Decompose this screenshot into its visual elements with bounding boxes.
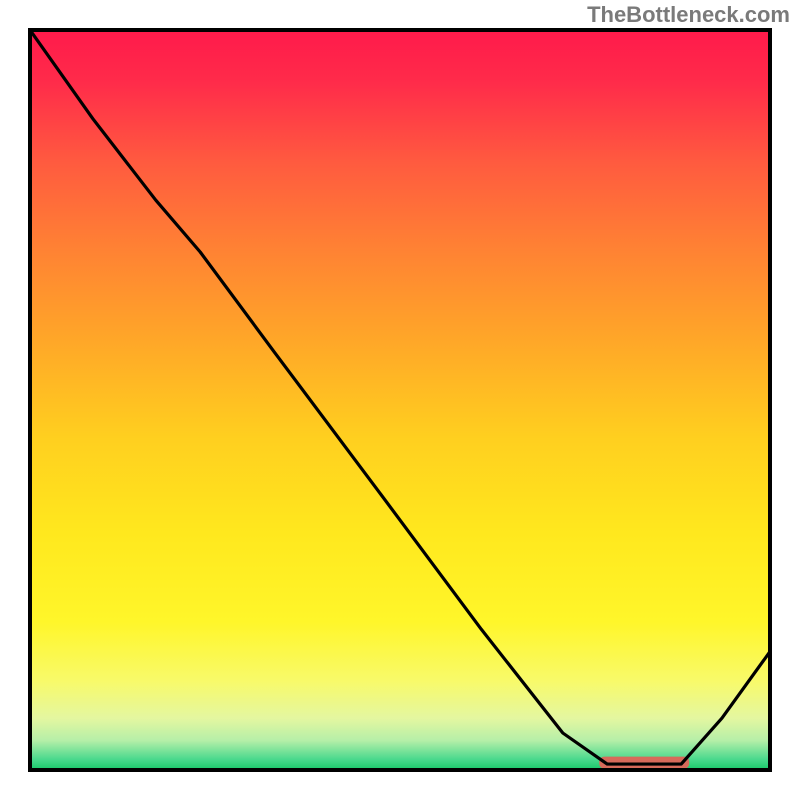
- bottleneck-chart: TheBottleneck.com: [0, 0, 800, 800]
- watermark-text: TheBottleneck.com: [587, 2, 790, 27]
- plot-background: [30, 30, 770, 770]
- chart-svg: TheBottleneck.com: [0, 0, 800, 800]
